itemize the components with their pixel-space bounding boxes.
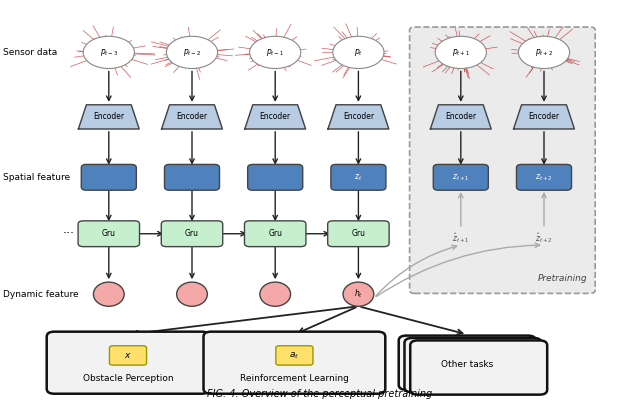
Text: FIG. 4. Overview of the perceptual pretraining: FIG. 4. Overview of the perceptual pretr…	[207, 389, 433, 399]
FancyBboxPatch shape	[78, 221, 140, 247]
FancyBboxPatch shape	[164, 164, 220, 190]
Text: Gru: Gru	[351, 229, 365, 238]
Text: $p_{t-1}$: $p_{t-1}$	[266, 47, 284, 58]
Polygon shape	[328, 105, 389, 129]
FancyBboxPatch shape	[404, 338, 541, 392]
FancyBboxPatch shape	[276, 346, 313, 365]
Text: Reinforcement Learning: Reinforcement Learning	[240, 374, 349, 382]
Text: $\hat{z}_{t+2}$: $\hat{z}_{t+2}$	[535, 231, 553, 245]
Circle shape	[518, 36, 570, 69]
Polygon shape	[245, 105, 306, 129]
Ellipse shape	[260, 282, 291, 306]
FancyBboxPatch shape	[399, 336, 536, 390]
Ellipse shape	[343, 282, 374, 306]
FancyBboxPatch shape	[410, 341, 547, 395]
FancyBboxPatch shape	[331, 164, 386, 190]
Text: $p_{t+1}$: $p_{t+1}$	[452, 47, 470, 58]
Text: Gru: Gru	[185, 229, 199, 238]
Text: $a_t$: $a_t$	[289, 350, 300, 361]
Circle shape	[166, 36, 218, 69]
FancyBboxPatch shape	[109, 346, 147, 365]
FancyBboxPatch shape	[516, 164, 572, 190]
Ellipse shape	[93, 282, 124, 306]
Text: $h_t$: $h_t$	[354, 288, 363, 301]
Text: $z_{t+2}$: $z_{t+2}$	[535, 172, 553, 183]
Circle shape	[435, 36, 486, 69]
Text: Obstacle Perception: Obstacle Perception	[83, 374, 173, 382]
Text: Pretraining: Pretraining	[537, 274, 587, 283]
Circle shape	[250, 36, 301, 69]
FancyBboxPatch shape	[81, 164, 136, 190]
Text: $p_{t-2}$: $p_{t-2}$	[183, 47, 201, 58]
FancyBboxPatch shape	[204, 332, 385, 394]
Text: Encoder: Encoder	[260, 112, 291, 121]
Polygon shape	[514, 105, 575, 129]
Text: Encoder: Encoder	[343, 112, 374, 121]
FancyBboxPatch shape	[244, 221, 306, 247]
Text: Spatial feature: Spatial feature	[3, 173, 70, 182]
Polygon shape	[79, 105, 140, 129]
Text: $z_{t+1}$: $z_{t+1}$	[452, 172, 470, 183]
Text: Gru: Gru	[102, 229, 116, 238]
FancyBboxPatch shape	[433, 164, 488, 190]
Text: ···: ···	[63, 227, 75, 240]
Text: Encoder: Encoder	[529, 112, 559, 121]
Text: Sensor data: Sensor data	[3, 48, 58, 57]
Text: $p_{t-3}$: $p_{t-3}$	[100, 47, 118, 58]
Text: Encoder: Encoder	[177, 112, 207, 121]
Ellipse shape	[177, 282, 207, 306]
FancyBboxPatch shape	[47, 332, 209, 394]
Text: $p_{t}$: $p_{t}$	[354, 47, 363, 58]
Circle shape	[83, 36, 134, 69]
Polygon shape	[161, 105, 223, 129]
FancyBboxPatch shape	[328, 221, 389, 247]
FancyBboxPatch shape	[410, 27, 595, 293]
Text: Gru: Gru	[268, 229, 282, 238]
Text: $p_{t+2}$: $p_{t+2}$	[535, 47, 553, 58]
Text: Encoder: Encoder	[445, 112, 476, 121]
Polygon shape	[430, 105, 492, 129]
Text: Encoder: Encoder	[93, 112, 124, 121]
Text: $z_t$: $z_t$	[355, 172, 362, 183]
Text: Dynamic feature: Dynamic feature	[3, 290, 79, 299]
Text: Other tasks: Other tasks	[441, 360, 493, 369]
Text: $x$: $x$	[124, 351, 132, 360]
FancyBboxPatch shape	[248, 164, 303, 190]
Text: $\hat{z}_{t+1}$: $\hat{z}_{t+1}$	[452, 231, 470, 245]
Circle shape	[333, 36, 384, 69]
FancyBboxPatch shape	[161, 221, 223, 247]
